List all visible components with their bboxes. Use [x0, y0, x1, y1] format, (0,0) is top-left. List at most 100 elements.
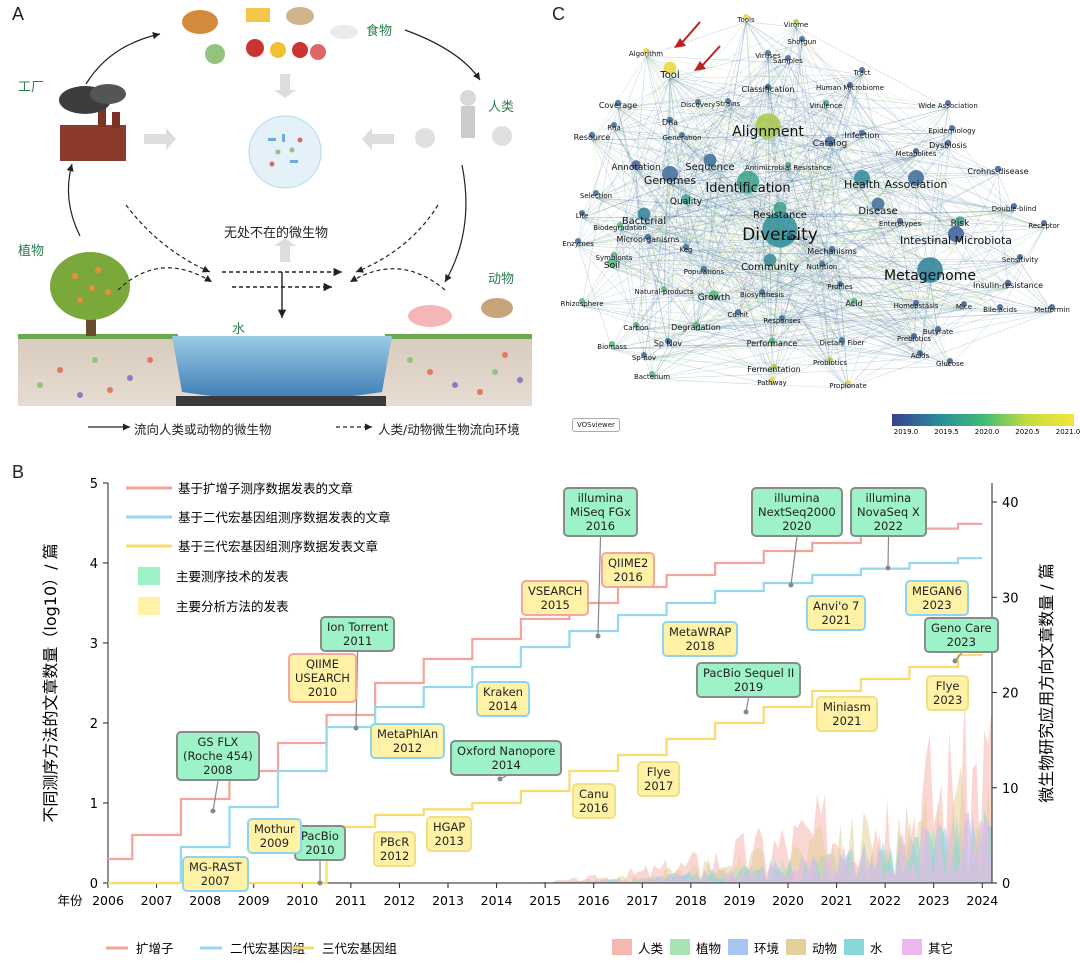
event-connector: [597, 536, 602, 637]
network-keyword: Sequence: [685, 162, 734, 173]
network-edge: [821, 268, 915, 342]
network-edge: [829, 227, 1045, 366]
network-edge: [695, 273, 705, 331]
network-edge: [669, 77, 1001, 313]
network-edge: [669, 43, 803, 79]
network-keyword: Cd-hit: [728, 311, 749, 319]
network-edge: [577, 245, 613, 350]
network-edge: [829, 145, 999, 175]
network-edge: [767, 91, 915, 342]
network-keyword: Generation: [662, 134, 701, 142]
network-edge: [695, 287, 1009, 331]
event-dot: [788, 582, 794, 588]
network-edge: [635, 91, 769, 171]
network-edge: [789, 225, 901, 241]
network-edge: [771, 187, 917, 347]
network-keyword: Carbon: [623, 324, 648, 332]
network-node: [839, 337, 845, 343]
network-edge: [591, 139, 1015, 212]
analysis-event-box: MEGAN6 2023: [905, 580, 969, 616]
network-edge: [787, 62, 843, 346]
network-keyword: Responses: [763, 317, 801, 325]
network-edge: [709, 169, 771, 271]
network-edge: [643, 155, 917, 361]
network-edge: [847, 307, 917, 389]
network-edge: [947, 147, 1053, 313]
network-node: [828, 245, 836, 253]
network-edge: [617, 74, 863, 109]
field-legend-swatch: [844, 939, 864, 955]
network-edge: [669, 105, 729, 126]
network-edge: [663, 135, 769, 295]
network-edge: [635, 169, 833, 255]
network-node: [614, 99, 622, 107]
network-edge: [581, 213, 879, 219]
network-edge: [617, 91, 769, 109]
network-edge: [955, 210, 1015, 245]
network-edge: [697, 105, 729, 108]
network-edge: [669, 77, 831, 366]
network-edge: [821, 147, 949, 270]
colorbar-tick: 2020.0: [975, 428, 1000, 436]
network-edge: [737, 137, 863, 318]
sequencing-event-box: illumina NovaSeq X 2022: [850, 487, 927, 537]
network-node: [945, 100, 951, 106]
network-edge: [645, 55, 1015, 212]
network-keyword: Disease: [858, 206, 897, 217]
network-edge: [767, 135, 921, 359]
series-line-1: [108, 557, 983, 885]
label-factory: 工厂: [18, 80, 45, 95]
network-edge: [737, 316, 773, 347]
network-edge: [737, 169, 789, 318]
network-edge: [643, 135, 769, 225]
sequencing-event-box: Ion Torrent 2011: [320, 616, 396, 652]
network-edge: [861, 187, 961, 227]
network-edge: [695, 305, 855, 331]
network-edge: [795, 26, 1021, 263]
network-edge: [767, 57, 841, 290]
network-edge: [761, 296, 915, 342]
network-edge: [669, 74, 863, 126]
network-edge: [787, 169, 843, 346]
network-keyword: Virulence: [810, 102, 843, 110]
legend-solid-label: 流向人类或动物的微生物: [134, 422, 272, 437]
network-edge: [581, 217, 739, 318]
network-edge: [685, 203, 715, 301]
network-edge: [919, 147, 949, 359]
network-edge: [685, 251, 917, 309]
panel-a: A: [0, 0, 540, 440]
network-keyword: Double-blind: [992, 205, 1037, 213]
network-edge: [779, 239, 1009, 289]
network-edge: [635, 107, 827, 171]
network-edge: [685, 227, 1045, 253]
network-keyword: Receptor: [1028, 222, 1059, 230]
network-edge: [619, 229, 775, 373]
network-edge: [821, 268, 831, 366]
network-edge: [919, 132, 953, 359]
network-edge: [591, 139, 771, 271]
network-edge: [635, 169, 1001, 313]
sequencing-event-box: Geno Care 2023: [924, 617, 999, 653]
network-edge: [695, 89, 851, 331]
network-edge: [769, 107, 949, 271]
network-edge: [703, 273, 931, 281]
bottom-legend-label: 扩增子: [136, 941, 174, 956]
y2-tick-label: 10: [1002, 782, 1019, 797]
network-node: [768, 337, 776, 345]
network-edge: [651, 365, 951, 380]
label-food: 食物: [366, 24, 393, 39]
network-edge: [745, 21, 939, 335]
network-edge: [611, 57, 769, 269]
network-edge: [781, 322, 849, 389]
network-edge: [761, 279, 931, 298]
network-edge: [647, 241, 697, 331]
network-node: [845, 380, 851, 386]
network-node: [611, 122, 617, 128]
analysis-event-box: HGAP 2013: [426, 816, 473, 852]
field-legend-swatch: [728, 939, 748, 955]
network-keyword: Prebiotics: [897, 335, 931, 343]
network-edge: [611, 267, 763, 298]
network-edge: [577, 135, 769, 247]
network-node: [743, 14, 749, 20]
network-edge: [767, 135, 1045, 229]
